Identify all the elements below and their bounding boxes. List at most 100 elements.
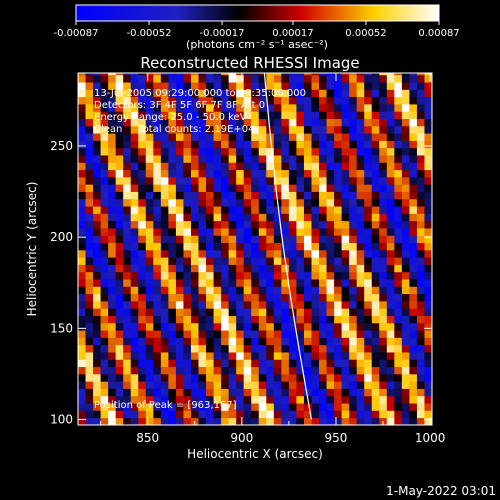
heatmap-cell	[266, 191, 275, 200]
heatmap-cell	[364, 111, 373, 119]
heatmap-cell	[349, 162, 358, 171]
heatmap-cell	[334, 286, 343, 295]
heatmap-cell	[319, 322, 327, 331]
heatmap-cell	[130, 249, 139, 258]
heatmap-cell	[243, 184, 252, 192]
heatmap-cell	[138, 176, 147, 185]
heatmap-cell	[409, 140, 418, 149]
heatmap-cell	[153, 308, 162, 316]
heatmap-cell	[153, 133, 162, 141]
heatmap-cell	[145, 279, 154, 287]
heatmap-cell	[379, 373, 388, 382]
heatmap-cell	[416, 73, 425, 76]
heatmap-cell	[409, 198, 418, 207]
heatmap-cell	[198, 344, 207, 353]
heatmap-cell	[424, 286, 432, 295]
heatmap-cell	[78, 373, 86, 382]
heatmap-cell	[145, 410, 154, 419]
heatmap-cell	[206, 228, 214, 236]
heatmap-cell	[145, 125, 154, 134]
heatmap-cell	[198, 140, 207, 149]
heatmap-cell	[364, 96, 373, 105]
colorbar-tick-label: 0.00017	[272, 28, 313, 39]
heatmap-cell	[190, 73, 199, 76]
heatmap-cell	[198, 235, 207, 244]
heatmap-cell	[334, 220, 343, 229]
heatmap-cell	[198, 118, 207, 127]
heatmap-cell	[424, 366, 432, 375]
heatmap-cell	[130, 73, 139, 76]
heatmap-cell	[319, 206, 327, 214]
heatmap-cell	[364, 330, 373, 338]
heatmap-cell	[153, 388, 162, 397]
heatmap-cell	[394, 322, 403, 331]
heatmap-cell	[386, 403, 395, 411]
heatmap-cell	[288, 176, 297, 185]
heatmap-cell	[281, 191, 290, 200]
heatmap-cell	[273, 213, 282, 222]
heatmap-cell	[175, 118, 184, 127]
heatmap-cell	[266, 213, 275, 222]
heatmap-cell	[145, 228, 154, 236]
heatmap-cell	[123, 293, 132, 302]
heatmap-cell	[153, 410, 162, 419]
heatmap-cell	[349, 89, 358, 98]
heatmap-cell	[424, 206, 432, 214]
heatmap-cell	[153, 381, 162, 389]
heatmap-cell	[130, 293, 139, 302]
heatmap-cell	[115, 330, 124, 338]
heatmap-cell	[303, 271, 312, 280]
heatmap-cell	[78, 388, 86, 397]
heatmap-cell	[115, 111, 124, 119]
heatmap-cell	[334, 417, 343, 425]
heatmap-cell	[386, 118, 395, 127]
heatmap-cell	[198, 300, 207, 309]
heatmap-cell	[288, 293, 297, 302]
heatmap-cell	[341, 373, 350, 382]
heatmap-cell	[100, 359, 109, 368]
heatmap-cell	[123, 271, 132, 280]
heatmap-cell	[311, 279, 320, 287]
heatmap-cell	[78, 322, 86, 331]
heatmap-cell	[371, 352, 380, 360]
heatmap-cell	[168, 82, 177, 90]
heatmap-cell	[288, 213, 297, 222]
heatmap-cell	[168, 73, 177, 76]
heatmap-cell	[175, 191, 184, 200]
heatmap-cell	[160, 337, 169, 346]
heatmap-cell	[409, 162, 418, 171]
heatmap-cell	[243, 155, 252, 163]
heatmap-cell	[341, 104, 350, 112]
heatmap-cell	[273, 366, 282, 375]
heatmap-cell	[175, 315, 184, 324]
heatmap-cell	[153, 403, 162, 411]
heatmap-cell	[78, 257, 86, 265]
heatmap-cell	[168, 140, 177, 149]
heatmap-cell	[296, 111, 305, 119]
heatmap-cell	[78, 82, 86, 90]
heatmap-cell	[311, 176, 320, 185]
heatmap-cell	[168, 308, 177, 316]
heatmap-cell	[371, 235, 380, 244]
heatmap-cell	[213, 169, 222, 178]
heatmap-cell	[85, 111, 94, 119]
heatmap-cell	[85, 147, 94, 156]
heatmap-cell	[288, 395, 297, 404]
heatmap-cell	[281, 140, 290, 149]
heatmap-cell	[93, 125, 101, 134]
heatmap-cell	[183, 198, 192, 207]
heatmap-cell	[349, 111, 358, 119]
heatmap-cell	[93, 242, 101, 251]
heatmap-cell	[319, 264, 327, 273]
heatmap-cell	[190, 96, 199, 105]
heatmap-cell	[326, 228, 335, 236]
heatmap-cell	[303, 133, 312, 141]
heatmap-cell	[221, 395, 230, 404]
heatmap-cell	[371, 147, 380, 156]
heatmap-cell	[281, 104, 290, 112]
heatmap-cell	[416, 169, 425, 178]
heatmap-cell	[93, 366, 101, 375]
heatmap-cell	[273, 352, 282, 360]
heatmap-cell	[221, 242, 230, 251]
heatmap-cell	[319, 337, 327, 346]
